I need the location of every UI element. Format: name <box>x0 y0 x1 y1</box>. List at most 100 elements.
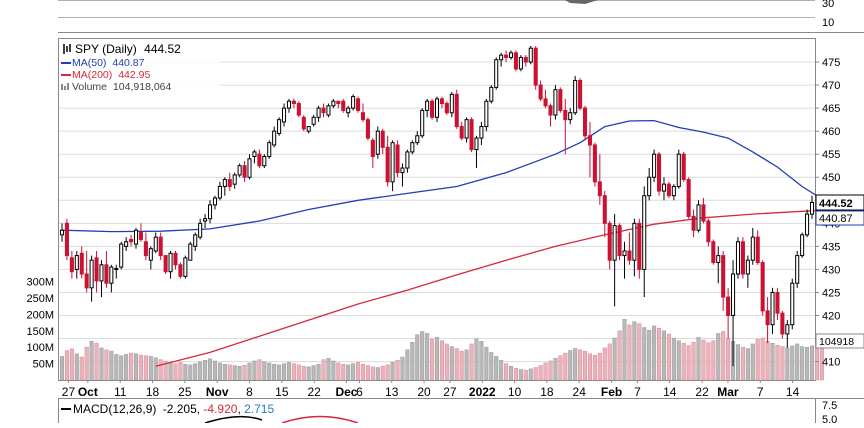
candle-body <box>168 252 173 273</box>
candle-body <box>262 156 267 167</box>
volume-bar <box>109 350 114 381</box>
candle <box>158 232 163 261</box>
candle <box>336 100 341 109</box>
macd-line-fragment <box>204 415 263 424</box>
price-tick-label-465: 465 <box>822 103 840 115</box>
volume-bar <box>765 341 770 381</box>
candle-body <box>790 282 795 326</box>
candle <box>573 75 578 116</box>
top-panel-tick-30: 30 <box>822 0 834 10</box>
candle <box>64 218 69 261</box>
candle <box>582 105 588 141</box>
volume-bar <box>563 352 568 381</box>
candle-body <box>563 109 568 121</box>
volume-bar <box>548 360 553 381</box>
volume-bar <box>301 365 306 381</box>
svg-text:SPY (Daily) 444.52: SPY (Daily) 444.52 <box>75 42 181 56</box>
top-panel: 30 10 <box>58 0 864 33</box>
candle-body <box>582 107 588 137</box>
legend-symbol-row: SPY (Daily) 444.52 <box>63 42 181 56</box>
date-tick-label: 10 <box>508 385 522 399</box>
volume-bar <box>647 329 652 381</box>
candle-body <box>809 201 815 215</box>
candle <box>390 140 395 192</box>
candle-body <box>612 225 617 261</box>
candle-body <box>331 100 336 107</box>
candle-body <box>143 241 148 257</box>
candle-body <box>400 167 405 174</box>
price-tick-label-435: 435 <box>822 241 840 253</box>
candle <box>207 200 213 224</box>
candle-body <box>785 324 790 335</box>
macd-panel: MACD(12,26,9) -2.205, -4.920, 2.715 7.5 … <box>58 398 864 426</box>
price-tick-label-425: 425 <box>822 287 840 299</box>
last-price-tag: 444.52 <box>815 194 864 211</box>
legend-volume-label: Volume <box>72 81 107 93</box>
legend-ma50-label: MA(50) <box>72 57 106 69</box>
volume-bar <box>247 362 252 381</box>
candle <box>252 149 257 164</box>
candle <box>439 96 444 109</box>
candle-body <box>158 236 163 257</box>
candle <box>183 255 188 279</box>
candle-body <box>489 86 494 102</box>
candle-body <box>286 100 292 109</box>
candle-body <box>277 119 282 134</box>
macd-histogram-value: 2.715 <box>244 402 274 416</box>
candle <box>637 218 642 279</box>
date-tick-label: 18 <box>146 385 160 399</box>
candle <box>99 260 104 298</box>
volume-bar <box>637 323 642 381</box>
price-tick-label-430: 430 <box>822 264 840 276</box>
candle-body <box>296 103 301 116</box>
volume-bar <box>360 364 366 381</box>
date-tick-label: 27 <box>443 385 457 399</box>
volume-bar <box>133 353 139 381</box>
candle-body <box>282 107 287 123</box>
candle <box>119 241 124 270</box>
candle-body <box>666 183 671 197</box>
candlesticks <box>59 45 815 367</box>
candle <box>267 140 272 159</box>
volume-bar <box>64 350 69 381</box>
candle <box>474 135 479 169</box>
candle-body <box>558 89 563 111</box>
candle <box>602 191 607 238</box>
candle-body <box>740 241 745 275</box>
candle <box>760 260 765 316</box>
candle-body <box>222 179 227 187</box>
volume-bar <box>375 367 380 381</box>
macd-signal-value: -4.920 <box>203 402 237 416</box>
volume-bar <box>341 364 346 381</box>
volume-bar <box>800 346 805 381</box>
candle-body <box>553 89 558 116</box>
candle-body <box>706 220 711 243</box>
volume-bar <box>203 360 208 381</box>
volume-bar <box>543 362 548 381</box>
candle <box>726 287 731 339</box>
volume-bar <box>681 343 686 381</box>
candle <box>444 101 449 116</box>
candle <box>735 237 741 279</box>
volume-bar <box>188 364 193 381</box>
candle <box>632 218 637 277</box>
date-tick-label: Nov <box>206 385 229 399</box>
volume-bar <box>272 364 277 381</box>
candle-body <box>178 264 183 277</box>
volume-bar <box>735 344 741 381</box>
macd-value: -2.205 <box>163 402 197 416</box>
legend-symbol: SPY (Daily) <box>75 42 137 56</box>
candle-body <box>642 195 647 270</box>
candle-body <box>124 241 129 247</box>
candle-body <box>217 185 222 199</box>
candle <box>203 214 208 228</box>
candle <box>661 177 667 201</box>
candle <box>553 85 558 120</box>
date-tick-label: Feb <box>601 385 622 399</box>
candle-body <box>272 130 277 146</box>
candle <box>711 239 716 265</box>
volume-bar <box>267 362 272 381</box>
date-tick-label: Mar <box>717 385 739 399</box>
volume-bar <box>79 356 84 381</box>
